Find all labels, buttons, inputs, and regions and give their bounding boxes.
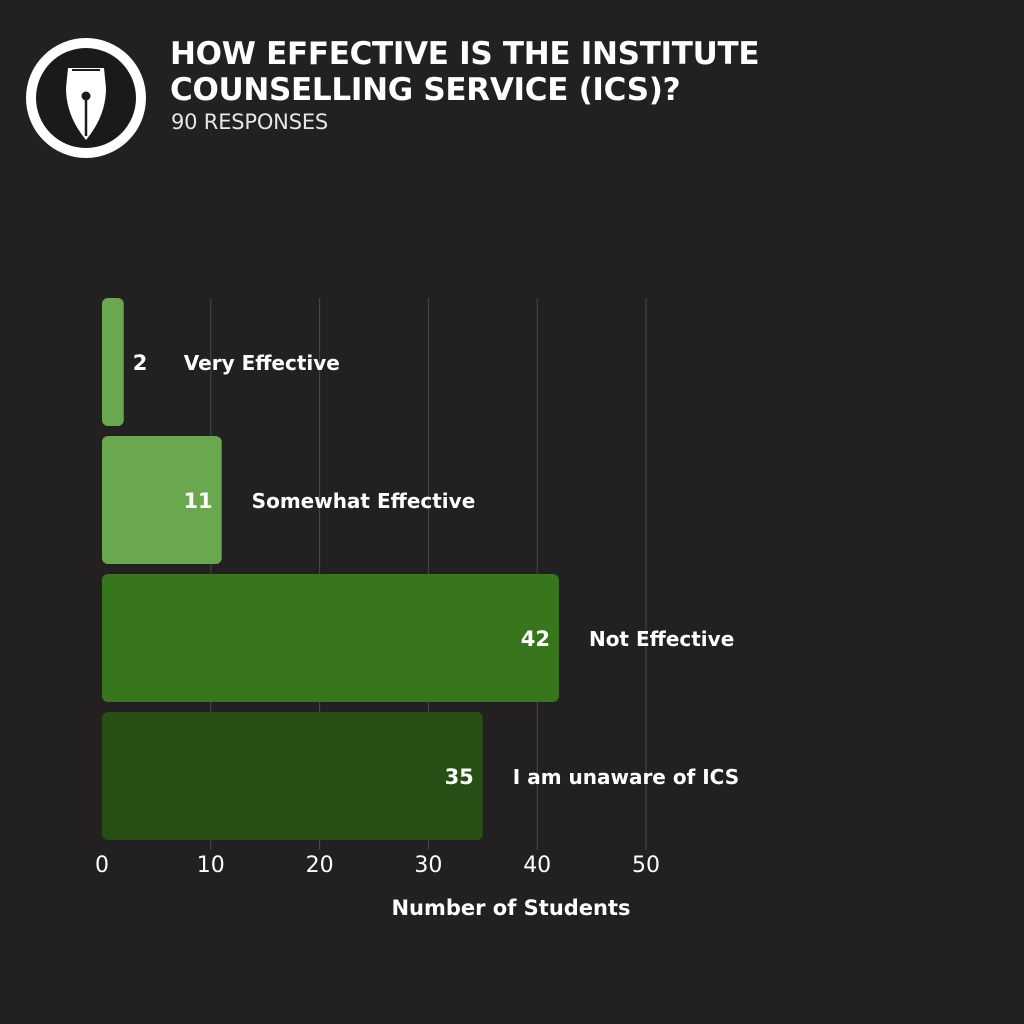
bar-category-label: Somewhat Effective xyxy=(252,489,476,513)
bar xyxy=(102,436,222,564)
bar-value-label: 2 xyxy=(133,351,148,375)
x-tick-label: 20 xyxy=(306,853,334,878)
bar-category-label: I am unaware of ICS xyxy=(513,765,739,789)
response-count: 90 RESPONSES xyxy=(171,110,329,134)
bar-category-label: Not Effective xyxy=(589,627,734,651)
bar-value-label: 42 xyxy=(521,627,550,651)
x-tick-label: 50 xyxy=(632,853,660,878)
chart-title: HOW EFFECTIVE IS THE INSTITUTE COUNSELLI… xyxy=(170,36,760,108)
bar xyxy=(102,298,124,426)
bar-category-label: Very Effective xyxy=(184,351,340,375)
x-tick-label: 10 xyxy=(197,853,225,878)
x-axis-label: Number of Students xyxy=(391,896,630,920)
logo xyxy=(26,38,146,158)
bar-value-label: 35 xyxy=(445,765,474,789)
bar-value-label: 11 xyxy=(183,489,212,513)
x-axis-ticks: 0 10 20 30 40 50 xyxy=(95,853,660,878)
bar xyxy=(102,574,559,702)
bar xyxy=(102,712,483,840)
bar-group: 2 Very Effective xyxy=(102,298,340,426)
x-tick-label: 30 xyxy=(414,853,442,878)
fountain-pen-nib-icon xyxy=(66,68,106,140)
bar-group: 11 Somewhat Effective xyxy=(102,436,475,564)
x-tick-label: 0 xyxy=(95,853,109,878)
bar-group: 35 I am unaware of ICS xyxy=(102,712,739,840)
bar-group: 42 Not Effective xyxy=(102,574,734,702)
x-tick-label: 40 xyxy=(523,853,551,878)
bars: 2 Very Effective 11 Somewhat Effective 42 Not… xyxy=(102,298,739,840)
